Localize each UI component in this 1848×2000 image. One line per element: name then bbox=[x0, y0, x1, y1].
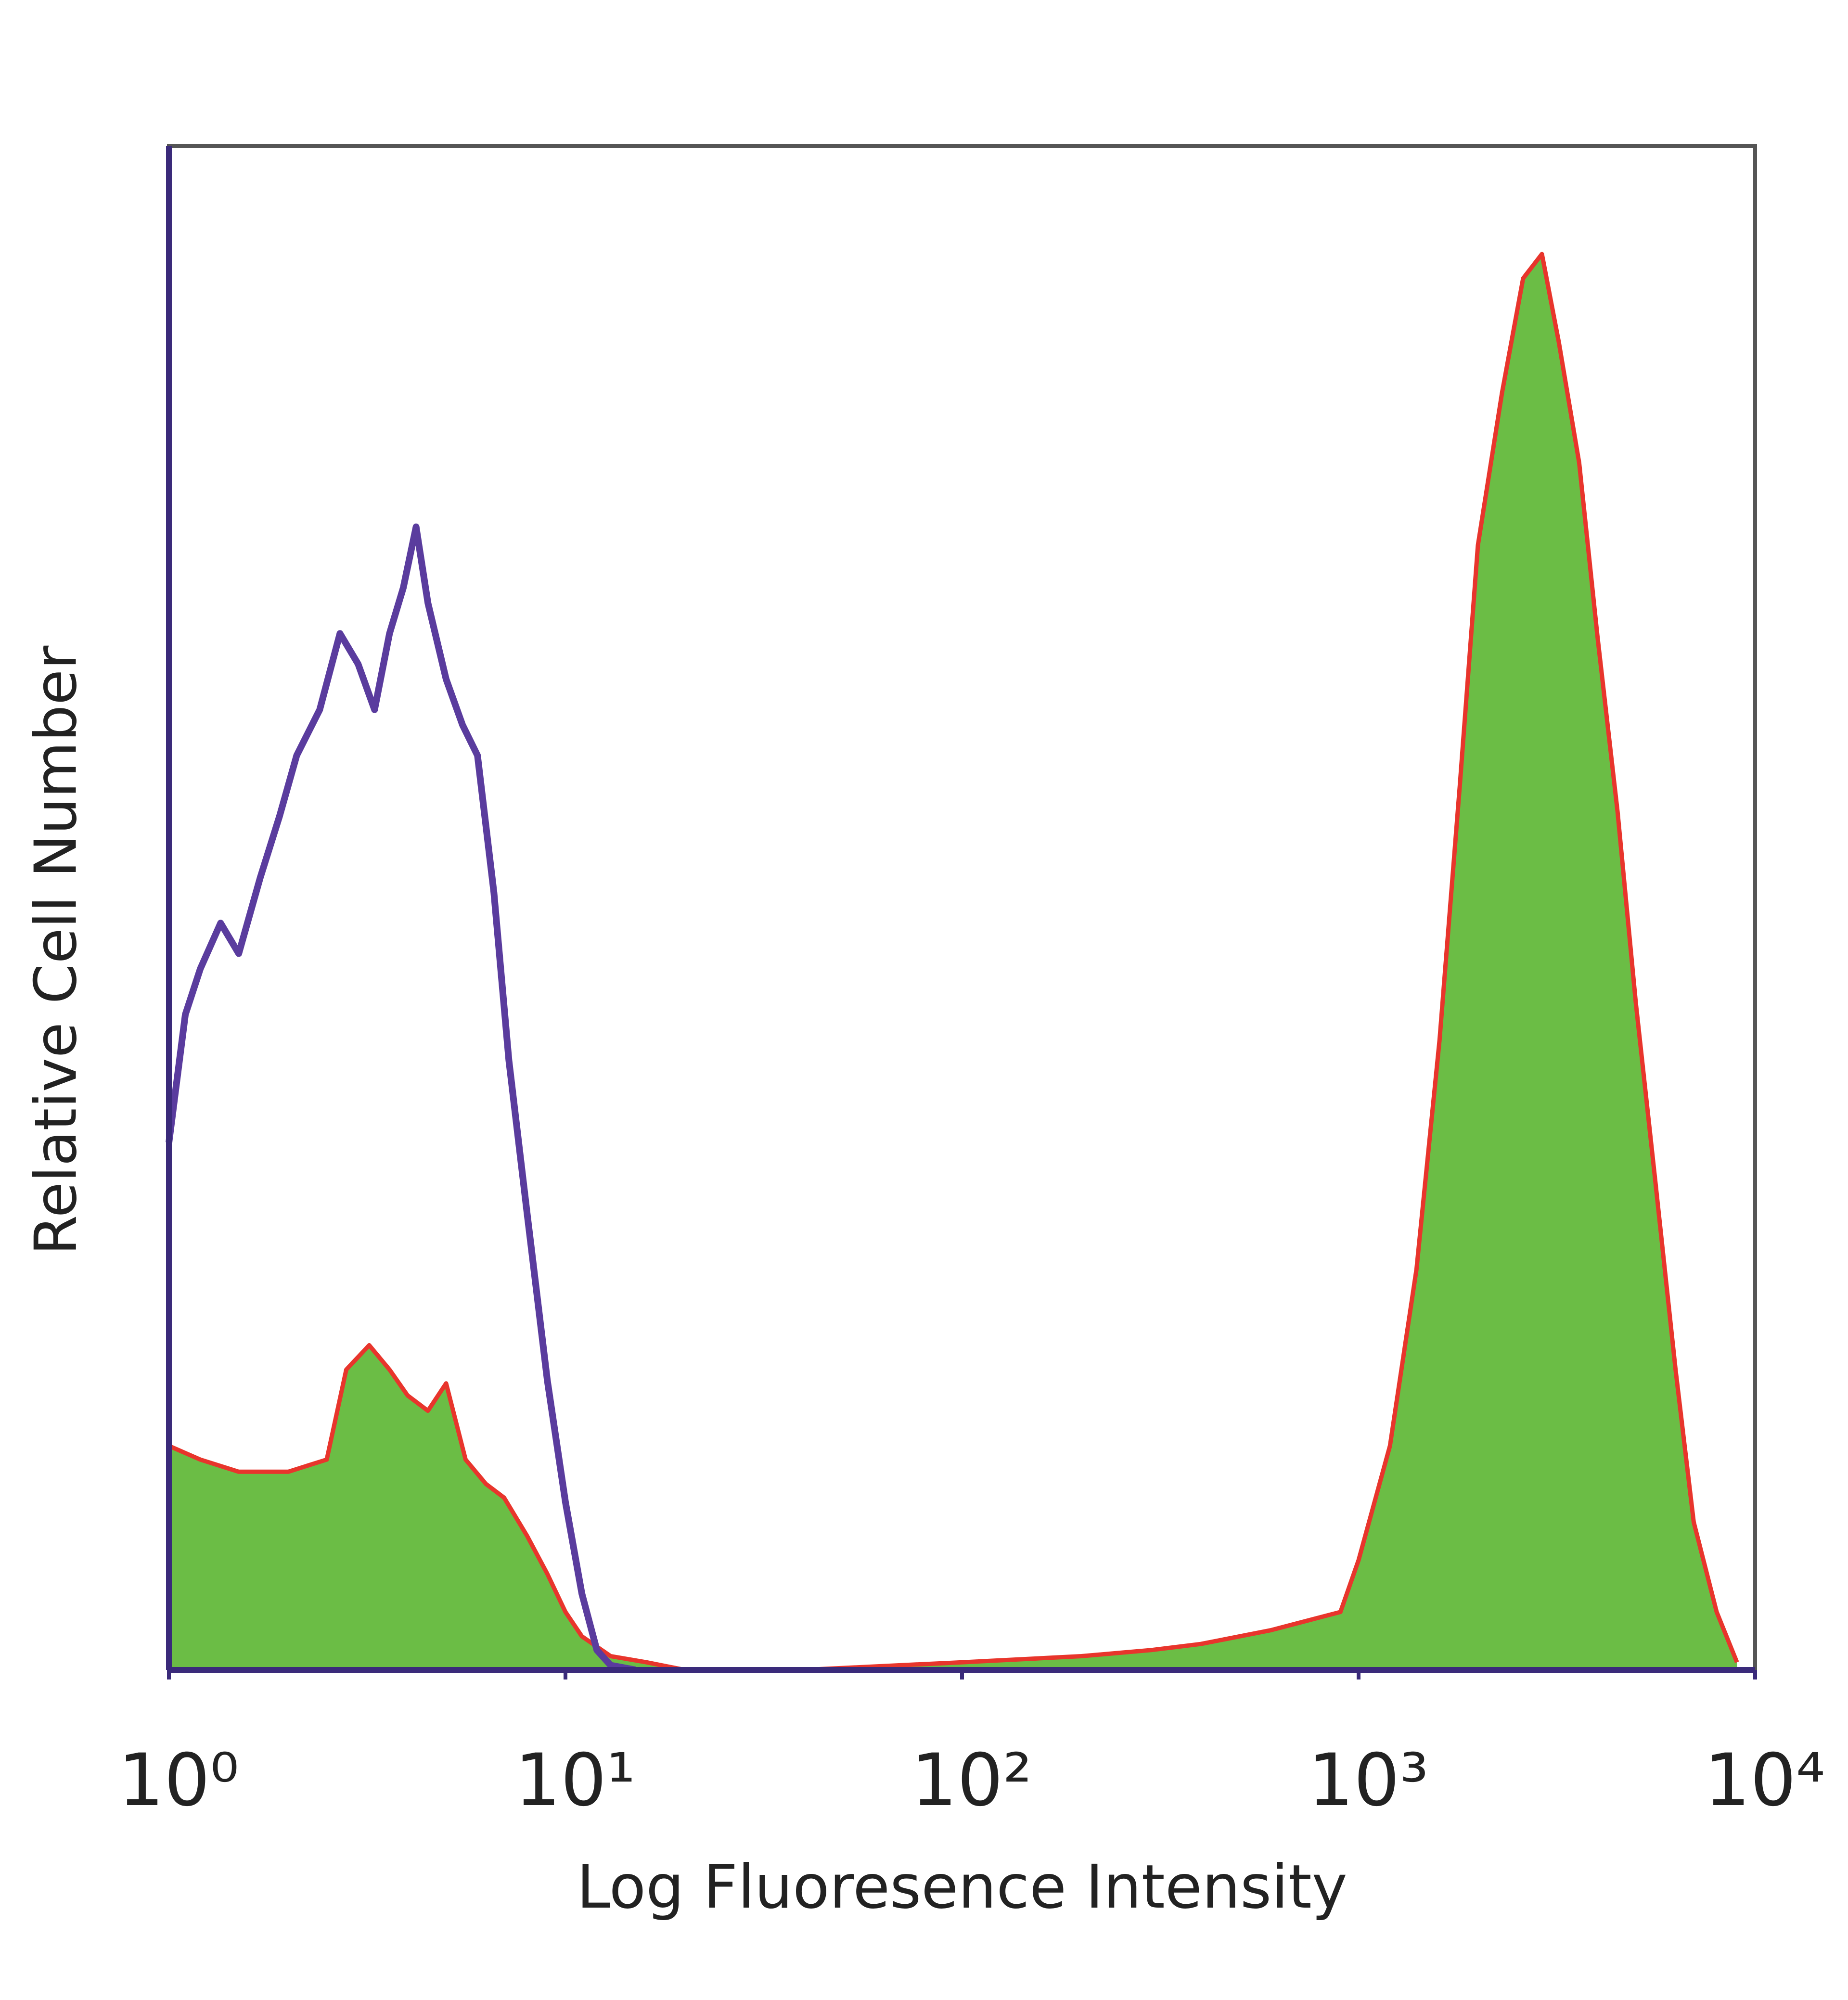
x-axis-label: Log Fluoresence Intensity bbox=[577, 1852, 1348, 1922]
x-tick-label: 10³ bbox=[1308, 1739, 1428, 1822]
line bbox=[166, 523, 636, 1673]
area-edge bbox=[168, 252, 1739, 1672]
x-tick-label: 10⁰ bbox=[118, 1739, 239, 1822]
y-axis-label: Relative Cell Number bbox=[23, 645, 90, 1255]
x-tick-label: 10² bbox=[911, 1739, 1032, 1822]
x-tick-label: 10¹ bbox=[514, 1739, 635, 1822]
x-tick-label: 10⁴ bbox=[1704, 1739, 1825, 1822]
area-fill bbox=[169, 254, 1737, 1670]
